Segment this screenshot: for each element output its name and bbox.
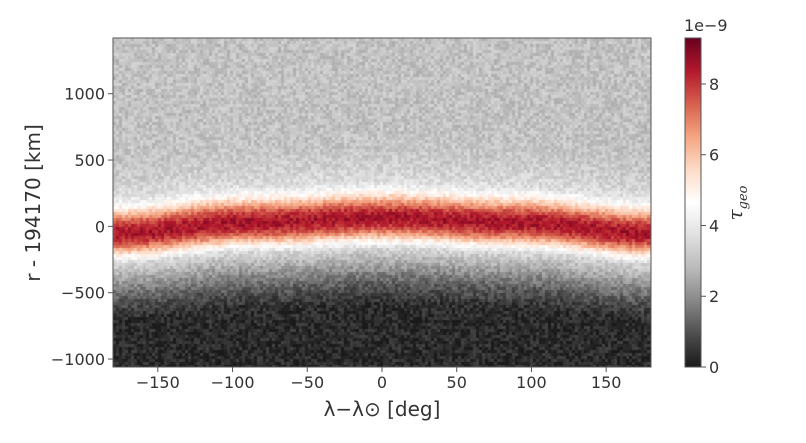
colorbar-multiplier: 1e−9 (684, 16, 728, 35)
y-tick-label: 0 (95, 217, 105, 236)
y-tick-label: −1000 (51, 350, 105, 369)
colorbar-tick-label: 6 (709, 146, 719, 165)
x-axis-ticks: −150 −100 −50 0 50 100 150 (136, 367, 622, 392)
x-tick-label: −100 (211, 373, 255, 392)
colorbar-label: τgeo (723, 185, 751, 220)
y-tick-label: −500 (61, 284, 105, 303)
colorbar (684, 37, 702, 368)
colorbar-tick-label: 0 (709, 358, 719, 377)
colorbar-tick-label: 2 (709, 287, 719, 306)
y-tick-label: 500 (74, 151, 105, 170)
svg-text:τgeo: τgeo (723, 185, 751, 220)
x-tick-label: 50 (447, 373, 467, 392)
x-tick-label: 0 (377, 373, 387, 392)
heatmap-plot-area (113, 38, 651, 367)
x-axis-label: λ−λ⊙ [deg] (324, 397, 441, 421)
x-tick-label: −50 (290, 373, 324, 392)
heatmap-image (113, 38, 651, 367)
colorbar-ticks: 0 2 4 6 8 (701, 75, 719, 377)
y-axis-ticks: −1000 −500 0 500 1000 (51, 85, 113, 369)
y-axis-label: r - 194170 [km] (21, 124, 45, 282)
x-tick-label: 150 (591, 373, 622, 392)
colorbar-label-main: τ (723, 208, 747, 220)
x-tick-label: 100 (516, 373, 547, 392)
y-tick-label: 1000 (64, 85, 105, 104)
colorbar-tick-label: 8 (709, 75, 719, 94)
colorbar-tick-label: 4 (709, 216, 719, 235)
colorbar-label-sub: geo (736, 185, 751, 209)
x-tick-label: −150 (136, 373, 180, 392)
